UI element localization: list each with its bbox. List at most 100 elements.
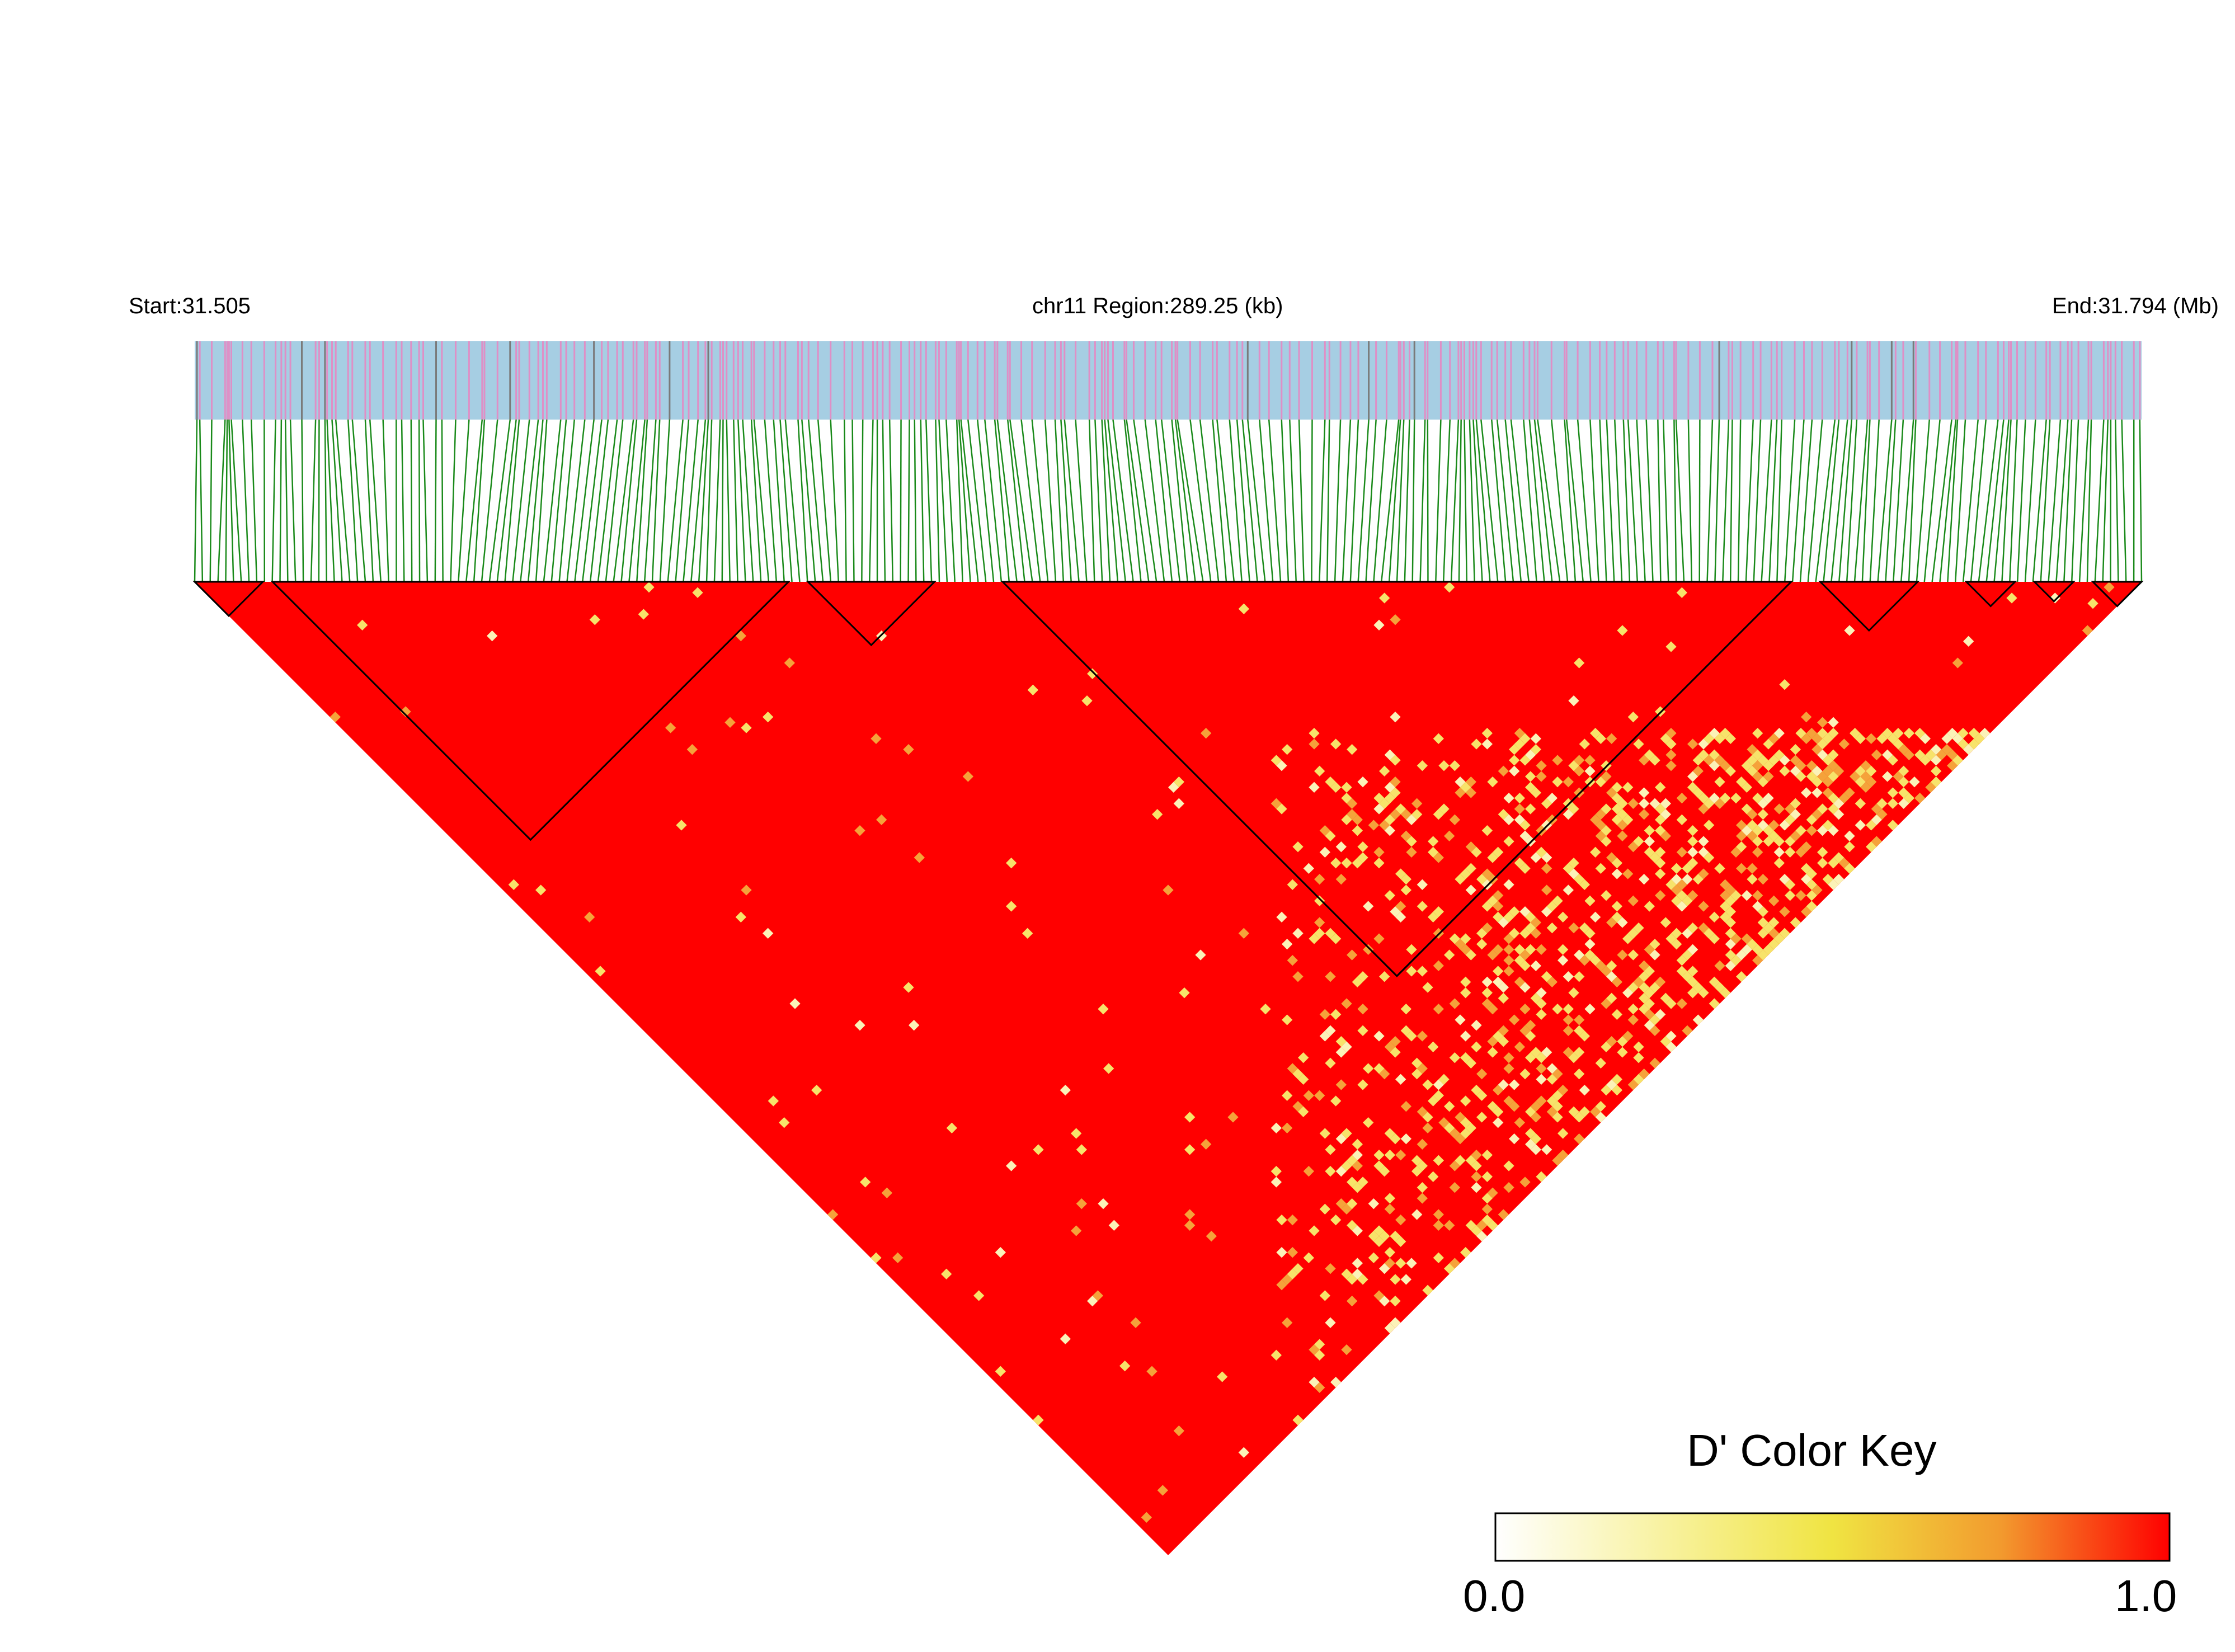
snp-connector-line [279,419,283,582]
ld-cell [1481,1150,1493,1161]
color-key-min-label: 0.0 [1463,1571,1525,1621]
snp-connector-line [1155,419,1173,582]
ld-cell [1627,895,1639,906]
ld-cell [1860,782,1871,793]
ld-cell [1752,890,1763,901]
ld-cell [1968,728,1979,739]
ld-cell [1773,933,1785,944]
ld-cell [941,1268,952,1279]
snp-connector-line [550,419,567,582]
ld-cell [1639,1069,1650,1080]
ld-cell [1898,787,1909,798]
ld-cell [1373,933,1385,944]
ld-cell [1449,1160,1460,1171]
ld-cell [1487,776,1498,788]
ld-cell [1325,971,1336,982]
ld-cell [1665,728,1677,739]
snp-connector-line [2139,419,2143,582]
snp-connector-line [1768,419,1778,582]
ld-cell [1471,1020,1482,1031]
haplotype-block-outline [2091,581,2144,608]
ld-cell [1779,820,1790,831]
ld-cell [1411,1155,1423,1166]
ld-cell [1757,906,1768,917]
ld-cell [1855,776,1866,788]
ld-cell [1768,928,1780,939]
ld-cell [638,609,649,620]
ld-cell [1352,1225,1363,1236]
ld-cell [1335,841,1347,853]
ld-cell [1460,1128,1471,1139]
ld-cell [1725,733,1736,744]
ld-cell [1341,998,1352,1009]
ld-cell [1941,733,1952,744]
ld-cell [1206,1231,1217,1242]
ld-cell [871,733,882,744]
ld-cell [1530,917,1541,928]
ld-cell [2006,592,2017,604]
snp-connector-line [690,419,707,582]
ld-cell [854,825,865,836]
ld-cell [1611,1085,1622,1096]
ld-cell [1428,1095,1439,1107]
ld-cell [1530,1047,1541,1058]
ld-cell [1541,1144,1552,1155]
ld-cell [1709,749,1720,760]
snp-connector-line [1823,419,1840,582]
snp-connector-line [335,419,351,582]
ld-cell [1785,803,1796,815]
ld-cell [1633,923,1644,934]
ld-cell [1395,1150,1406,1161]
ld-cell [1201,1138,1212,1150]
ld-cell [1303,1166,1314,1177]
ld-cell [1639,874,1650,885]
ld-cell [1379,1069,1390,1080]
ld-cell [1714,960,1725,971]
ld-cell [1498,992,1509,1004]
ld-cell [1519,1176,1531,1188]
ld-cell [892,1252,904,1263]
ld-cell [1665,641,1677,652]
ld-cell [1173,776,1184,788]
ld-cell [1595,809,1606,820]
snp-connector-line [1673,419,1677,582]
ld-cell [1563,1047,1574,1058]
snp-connector-line [2094,419,2105,582]
ld-cell [1395,1236,1406,1247]
ld-cell [1363,1117,1374,1128]
ld-cell [763,712,774,723]
ld-cell [1730,846,1742,858]
ld-cell [1747,863,1758,874]
ld-cell [1471,1182,1482,1193]
ld-cell [1876,733,1888,744]
ld-cell [1465,1155,1476,1166]
snp-connector-line [1978,419,1999,582]
ld-cell [1098,1198,1109,1209]
snp-connector-line [1006,419,1025,582]
ld-cell [1411,1069,1423,1080]
ld-cell [400,706,411,717]
ld-cell [1785,836,1796,847]
ld-cell [1530,1144,1541,1155]
ld-cell [1568,760,1579,771]
ld-cell [1574,971,1585,982]
ld-cell [1406,1258,1417,1269]
ld-cell [1541,906,1552,917]
ld-cell [1828,879,1839,890]
snp-connector-line [2063,419,2073,582]
ld-cell [1314,1382,1325,1393]
ld-cell [1519,863,1531,874]
ld-cell [1676,955,1687,966]
snp-connector-line [1199,419,1220,582]
snp-connector-line [527,419,544,582]
ld-cell [1633,976,1644,987]
ld-cell [1676,587,1687,598]
ld-cell [1309,738,1320,750]
ld-cell [1444,582,1455,593]
snp-connector-line [458,419,470,582]
ld-cell [1779,874,1790,885]
snp-connector-line [1761,419,1772,582]
ld-cell [1595,960,1606,971]
ld-cell [1287,1247,1298,1258]
ld-cell [1395,868,1406,879]
